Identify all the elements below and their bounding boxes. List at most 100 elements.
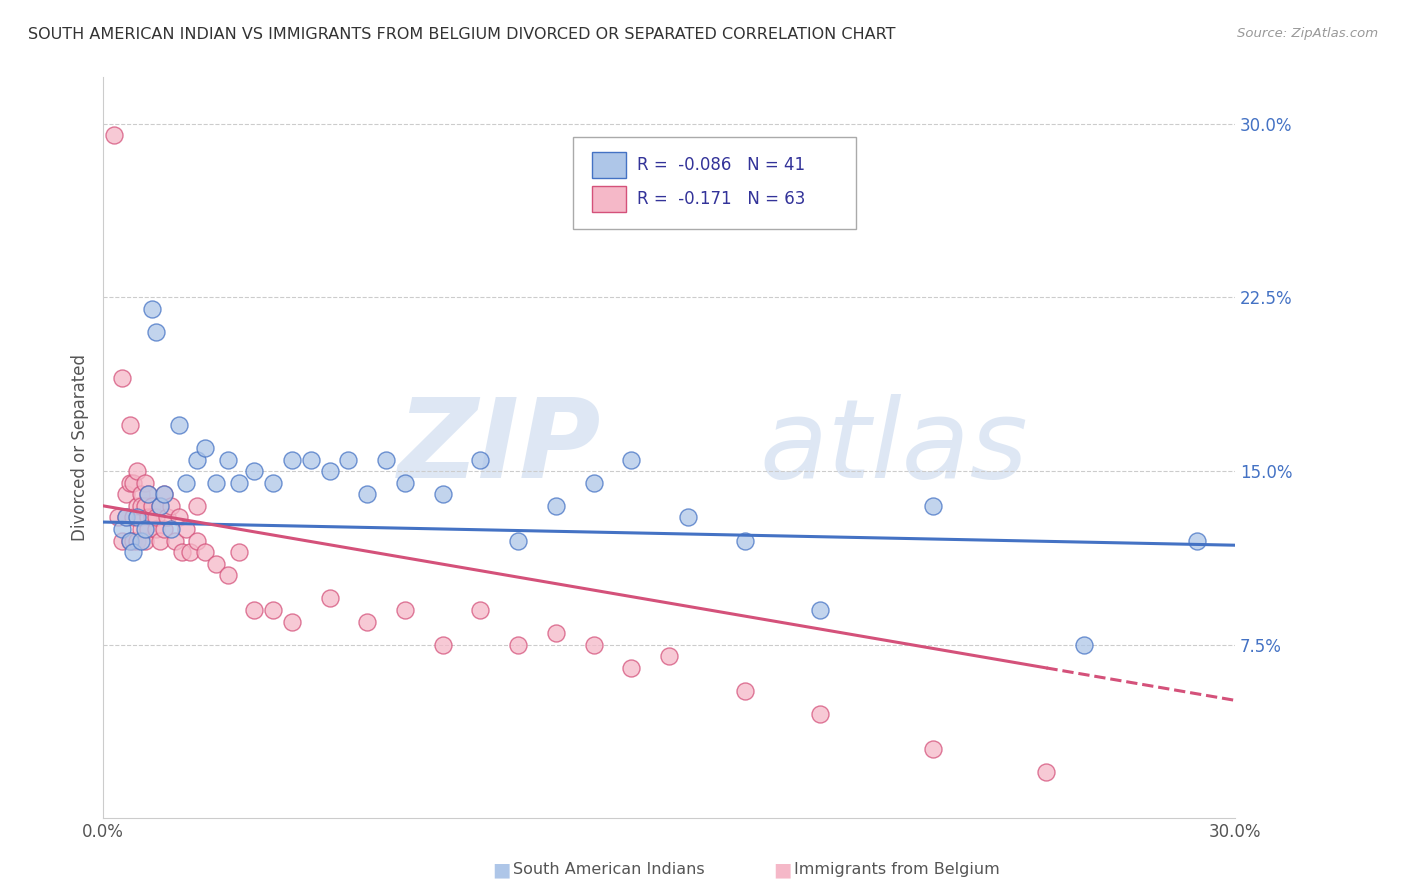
Point xyxy=(127,464,149,478)
Point xyxy=(107,510,129,524)
Point xyxy=(281,452,304,467)
Point xyxy=(217,568,239,582)
Point xyxy=(122,475,145,490)
Text: ■: ■ xyxy=(492,860,510,880)
Point xyxy=(111,533,134,548)
Point xyxy=(734,684,756,698)
Text: Immigrants from Belgium: Immigrants from Belgium xyxy=(794,863,1000,877)
Point xyxy=(432,487,454,501)
Point xyxy=(508,533,530,548)
Point xyxy=(205,475,228,490)
Point xyxy=(394,603,416,617)
Point xyxy=(1035,765,1057,780)
Point xyxy=(544,626,567,640)
Text: Source: ZipAtlas.com: Source: ZipAtlas.com xyxy=(1237,27,1378,40)
Point xyxy=(156,510,179,524)
Point xyxy=(129,510,152,524)
Point xyxy=(111,522,134,536)
Point xyxy=(118,533,141,548)
Point xyxy=(127,533,149,548)
Point xyxy=(134,522,156,536)
Point xyxy=(152,487,174,501)
Point xyxy=(676,510,699,524)
Point xyxy=(808,603,831,617)
Point xyxy=(1187,533,1209,548)
Point xyxy=(163,533,186,548)
Point xyxy=(127,499,149,513)
Point xyxy=(114,510,136,524)
Point xyxy=(141,510,163,524)
Point xyxy=(734,533,756,548)
Point xyxy=(922,742,945,756)
Point xyxy=(228,545,250,559)
Point xyxy=(658,649,681,664)
Point xyxy=(1073,638,1095,652)
Point xyxy=(174,475,197,490)
Point xyxy=(186,499,208,513)
Text: atlas: atlas xyxy=(759,394,1028,501)
FancyBboxPatch shape xyxy=(592,152,626,178)
Point xyxy=(262,603,284,617)
Point xyxy=(114,487,136,501)
Point xyxy=(243,464,266,478)
Point xyxy=(129,487,152,501)
Point xyxy=(138,487,160,501)
Point xyxy=(118,475,141,490)
Point xyxy=(138,510,160,524)
Point xyxy=(228,475,250,490)
Point xyxy=(160,522,183,536)
Point xyxy=(141,499,163,513)
Point xyxy=(141,301,163,316)
Point xyxy=(129,533,152,548)
Point xyxy=(167,417,190,432)
Text: ZIP: ZIP xyxy=(398,394,602,501)
Point xyxy=(152,522,174,536)
Point xyxy=(318,591,340,606)
Point xyxy=(111,371,134,385)
Point xyxy=(356,487,378,501)
Point xyxy=(194,545,217,559)
Point xyxy=(186,533,208,548)
Point xyxy=(118,533,141,548)
Point xyxy=(299,452,322,467)
Point xyxy=(172,545,194,559)
Point xyxy=(205,557,228,571)
Point xyxy=(922,499,945,513)
Point xyxy=(138,522,160,536)
Point xyxy=(134,499,156,513)
Point xyxy=(620,661,643,675)
Point xyxy=(145,325,167,339)
Point xyxy=(160,499,183,513)
Point xyxy=(544,499,567,513)
Point xyxy=(134,533,156,548)
Point xyxy=(174,522,197,536)
Point xyxy=(152,487,174,501)
Point xyxy=(129,522,152,536)
Point xyxy=(318,464,340,478)
Point xyxy=(356,615,378,629)
Point xyxy=(808,707,831,722)
FancyBboxPatch shape xyxy=(592,186,626,212)
Text: SOUTH AMERICAN INDIAN VS IMMIGRANTS FROM BELGIUM DIVORCED OR SEPARATED CORRELATI: SOUTH AMERICAN INDIAN VS IMMIGRANTS FROM… xyxy=(28,27,896,42)
Text: South American Indians: South American Indians xyxy=(513,863,704,877)
Point xyxy=(186,452,208,467)
Point xyxy=(122,545,145,559)
Point xyxy=(127,510,149,524)
Point xyxy=(582,475,605,490)
Point xyxy=(118,417,141,432)
FancyBboxPatch shape xyxy=(572,136,856,229)
Point xyxy=(194,441,217,455)
Point xyxy=(122,533,145,548)
Point xyxy=(582,638,605,652)
Point xyxy=(243,603,266,617)
Point xyxy=(470,452,492,467)
Point xyxy=(145,510,167,524)
Point xyxy=(470,603,492,617)
Point xyxy=(375,452,398,467)
Point xyxy=(179,545,201,559)
Point xyxy=(122,510,145,524)
Point xyxy=(103,128,125,143)
Point xyxy=(394,475,416,490)
Point xyxy=(149,499,172,513)
Point xyxy=(217,452,239,467)
